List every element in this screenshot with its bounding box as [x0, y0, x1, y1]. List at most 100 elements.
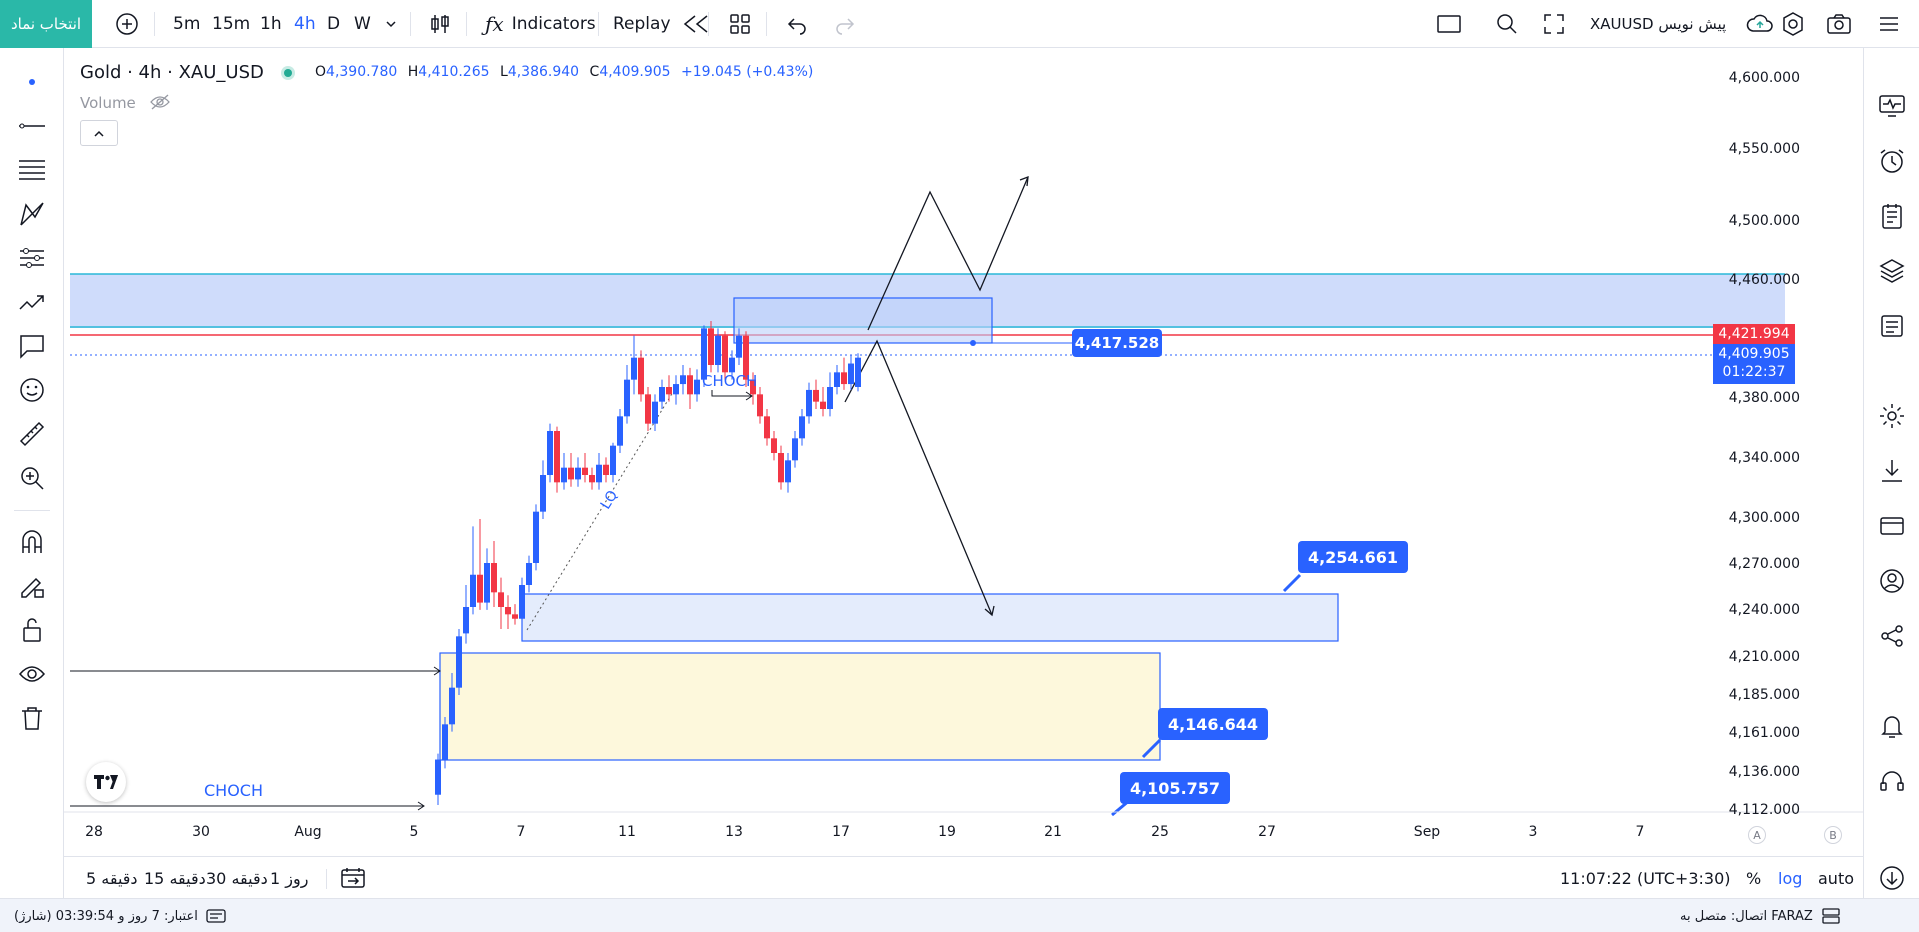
- candle[interactable]: [757, 387, 763, 424]
- auto-scale-button[interactable]: A: [1748, 826, 1766, 844]
- candle[interactable]: [715, 328, 721, 373]
- candle[interactable]: [799, 409, 805, 446]
- timeframe-dropdown[interactable]: [384, 0, 398, 48]
- main-menu-button[interactable]: [1878, 0, 1900, 48]
- candle[interactable]: [645, 387, 651, 431]
- profile-button[interactable]: [1874, 563, 1910, 599]
- prediction-tool[interactable]: [14, 240, 50, 276]
- timeframe-w[interactable]: W: [354, 14, 371, 34]
- range-1d[interactable]: 1 روز: [270, 868, 309, 888]
- zoom-tool[interactable]: [14, 460, 50, 496]
- range-30m[interactable]: 30 دقیقه: [206, 868, 268, 888]
- auto-toggle[interactable]: auto: [1818, 868, 1855, 888]
- emoji-tool[interactable]: [14, 372, 50, 408]
- candle[interactable]: [729, 350, 735, 380]
- candle[interactable]: [540, 460, 546, 519]
- brush-tool[interactable]: [14, 284, 50, 320]
- percent-toggle[interactable]: %: [1746, 868, 1762, 888]
- share-button[interactable]: [1874, 618, 1910, 654]
- stay-drawing-tool[interactable]: [14, 568, 50, 604]
- delete-drawings-tool[interactable]: [14, 700, 50, 736]
- candle[interactable]: [820, 387, 826, 417]
- tradingview-logo[interactable]: [86, 762, 126, 802]
- scroll-down-button[interactable]: [1874, 860, 1910, 896]
- collapse-legend-button[interactable]: [80, 120, 118, 146]
- candle[interactable]: [750, 372, 756, 405]
- demand-zone-yellow[interactable]: [439, 652, 1161, 761]
- candle[interactable]: [610, 442, 616, 483]
- candle[interactable]: [505, 595, 511, 629]
- candle[interactable]: [848, 354, 854, 390]
- range-5m[interactable]: 5 دقیقه: [86, 868, 138, 888]
- timeframe-d[interactable]: D: [327, 14, 341, 34]
- lq-line[interactable]: [526, 391, 674, 631]
- select-symbol-button[interactable]: انتخاب نماد: [0, 0, 92, 48]
- price-callout-4146[interactable]: 4,146.644: [1158, 708, 1268, 740]
- undo-button[interactable]: [786, 0, 808, 48]
- date-range-button[interactable]: [340, 857, 366, 899]
- candle[interactable]: [561, 453, 567, 490]
- timeframe-4h[interactable]: 4h: [294, 14, 316, 34]
- candle[interactable]: [736, 328, 742, 365]
- candle[interactable]: [456, 629, 462, 695]
- candle[interactable]: [666, 375, 672, 402]
- candle[interactable]: [701, 325, 707, 387]
- candle[interactable]: [813, 379, 819, 409]
- candle[interactable]: [638, 350, 644, 402]
- scale-mode-button[interactable]: B: [1824, 826, 1842, 844]
- candle[interactable]: [680, 365, 686, 395]
- snapshot-button[interactable]: [1826, 0, 1852, 48]
- candle[interactable]: [617, 409, 623, 453]
- candle[interactable]: [687, 367, 693, 409]
- price-callout-4254[interactable]: 4,254.661: [1298, 541, 1408, 573]
- candle[interactable]: [589, 467, 595, 490]
- settings-button[interactable]: [1780, 0, 1806, 48]
- pattern-tool[interactable]: [14, 196, 50, 232]
- download-button[interactable]: [1874, 453, 1910, 489]
- lock-drawings-tool[interactable]: [14, 612, 50, 648]
- order-block-top[interactable]: [733, 297, 993, 344]
- candle[interactable]: [512, 604, 518, 625]
- layout-button[interactable]: [728, 0, 752, 48]
- candle[interactable]: [708, 321, 714, 373]
- candle[interactable]: [743, 331, 749, 387]
- timeframe-5m[interactable]: 5m: [173, 14, 201, 34]
- candle[interactable]: [491, 541, 497, 607]
- candle[interactable]: [785, 453, 791, 493]
- candle[interactable]: [435, 753, 441, 805]
- add-symbol-button[interactable]: [114, 0, 140, 48]
- watchlist-button[interactable]: [1874, 88, 1910, 124]
- measure-tool[interactable]: [14, 416, 50, 452]
- quick-search-button[interactable]: [1494, 0, 1520, 48]
- alerts-button[interactable]: [1874, 143, 1910, 179]
- candle[interactable]: [582, 453, 588, 483]
- candle[interactable]: [722, 331, 728, 380]
- cloud-save-button[interactable]: [1745, 0, 1775, 48]
- candle[interactable]: [673, 375, 679, 405]
- candle[interactable]: [470, 526, 476, 615]
- candle[interactable]: [463, 585, 469, 644]
- volume-legend[interactable]: Volume: [80, 93, 171, 112]
- cursor-tool[interactable]: [14, 64, 50, 100]
- level-anchor[interactable]: [970, 340, 976, 346]
- choch-line[interactable]: [711, 390, 752, 397]
- eye-off-icon[interactable]: [149, 93, 171, 111]
- draft-symbol-label[interactable]: XAUUSD پیش نویس: [1590, 0, 1726, 48]
- candle[interactable]: [659, 379, 665, 409]
- support-button[interactable]: [1874, 763, 1910, 799]
- candle[interactable]: [442, 717, 448, 769]
- candle[interactable]: [652, 394, 658, 431]
- news-button[interactable]: [1874, 308, 1910, 344]
- candle[interactable]: [764, 409, 770, 446]
- indicators-button[interactable]: ƒx Indicators: [485, 0, 596, 48]
- candle[interactable]: [778, 445, 784, 490]
- redo-button[interactable]: [834, 0, 856, 48]
- range-15m[interactable]: 15 دقیقه: [144, 868, 206, 888]
- clock-timezone[interactable]: 11:07:22 (UTC+3:30): [1560, 868, 1731, 888]
- candle[interactable]: [624, 365, 630, 424]
- candle[interactable]: [554, 426, 560, 493]
- price-callout-4417[interactable]: 4,417.528: [1072, 329, 1162, 357]
- notifications-button[interactable]: [1874, 708, 1910, 744]
- candle[interactable]: [631, 335, 637, 395]
